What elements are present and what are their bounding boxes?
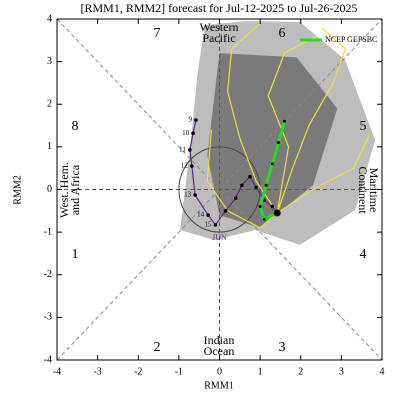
day-label: 9 — [188, 116, 192, 124]
y-tick-label: 0 — [47, 184, 52, 195]
x-tick-label: -4 — [53, 366, 61, 377]
ensemble-member — [276, 133, 371, 214]
y-tick-label: 1 — [47, 141, 52, 152]
ensemble-member — [276, 27, 347, 214]
ensemble-member — [227, 22, 278, 214]
phase-number: 5 — [360, 119, 367, 134]
spread-area — [207, 53, 338, 228]
region-label: Indian Ocean — [204, 333, 235, 358]
mean-point — [262, 217, 266, 221]
x-axis-label: RMM1 — [204, 380, 233, 391]
x-tick-label: 4 — [380, 366, 385, 377]
ensemble-member — [206, 129, 278, 229]
day-label: 13 — [184, 191, 192, 199]
observed-point — [270, 204, 275, 209]
day-label: 12 — [181, 162, 189, 170]
mean-point — [258, 205, 262, 209]
observed-point — [223, 209, 228, 213]
observed-point — [240, 183, 244, 188]
observed-point — [194, 118, 198, 122]
legend-label: NCEP GEPSBC — [325, 35, 377, 44]
day-label: 10 — [182, 129, 190, 137]
chart-title: [RMM1, RMM2] forecast for Jul-12-2025 to… — [81, 1, 358, 15]
y-tick-label: -1 — [44, 226, 52, 237]
diagonal — [57, 19, 382, 360]
observed-point — [190, 164, 194, 168]
x-tick-label: 1 — [258, 366, 263, 377]
month-label: JUN — [212, 233, 227, 242]
mean-point — [270, 162, 274, 166]
day-label: 15 — [204, 220, 212, 228]
x-tick-label: -1 — [175, 366, 183, 377]
day-label: 11 — [179, 145, 186, 153]
y-tick-label: -3 — [44, 312, 52, 323]
mean-point — [276, 141, 280, 145]
plot-area — [57, 19, 382, 360]
phase-number: 7 — [154, 26, 161, 41]
phase-number: 8 — [72, 119, 79, 134]
unit-circle — [178, 146, 261, 233]
observed-point — [254, 185, 258, 190]
y-tick-label: -2 — [44, 269, 52, 280]
phase-number: 6 — [279, 26, 286, 41]
phase-number: 1 — [72, 247, 79, 262]
x-tick-label: -2 — [134, 366, 142, 377]
diagonal — [57, 19, 382, 360]
region-label: Western Pacific — [199, 20, 238, 45]
phase-number: 4 — [360, 247, 367, 262]
phase-number: 2 — [154, 340, 161, 355]
mean-point — [264, 183, 268, 187]
day-label: 14 — [197, 211, 205, 219]
observed-point — [213, 223, 218, 227]
mean-point — [283, 119, 286, 123]
observed-point — [193, 193, 197, 197]
ensemble-member — [267, 35, 318, 214]
x-tick-label: 2 — [298, 366, 303, 377]
y-tick-label: 3 — [47, 56, 52, 67]
observed-point — [233, 196, 238, 200]
y-tick-label: 2 — [47, 99, 52, 110]
phase-number: 3 — [279, 340, 286, 355]
observed-point — [248, 174, 252, 179]
x-tick-label: 0 — [217, 366, 222, 377]
start-point — [273, 209, 281, 217]
region-label: MaritimeContinent — [356, 166, 381, 214]
x-tick-label: 3 — [339, 366, 344, 377]
observed-point — [206, 213, 210, 217]
observed-point — [191, 131, 195, 136]
region-label: West. Hem.and Africa — [57, 162, 82, 218]
y-tick-label: -4 — [44, 354, 52, 365]
y-axis-label: RMM2 — [12, 175, 23, 204]
y-tick-label: 4 — [47, 13, 52, 24]
observed-point — [188, 148, 192, 152]
x-tick-label: -3 — [93, 366, 101, 377]
